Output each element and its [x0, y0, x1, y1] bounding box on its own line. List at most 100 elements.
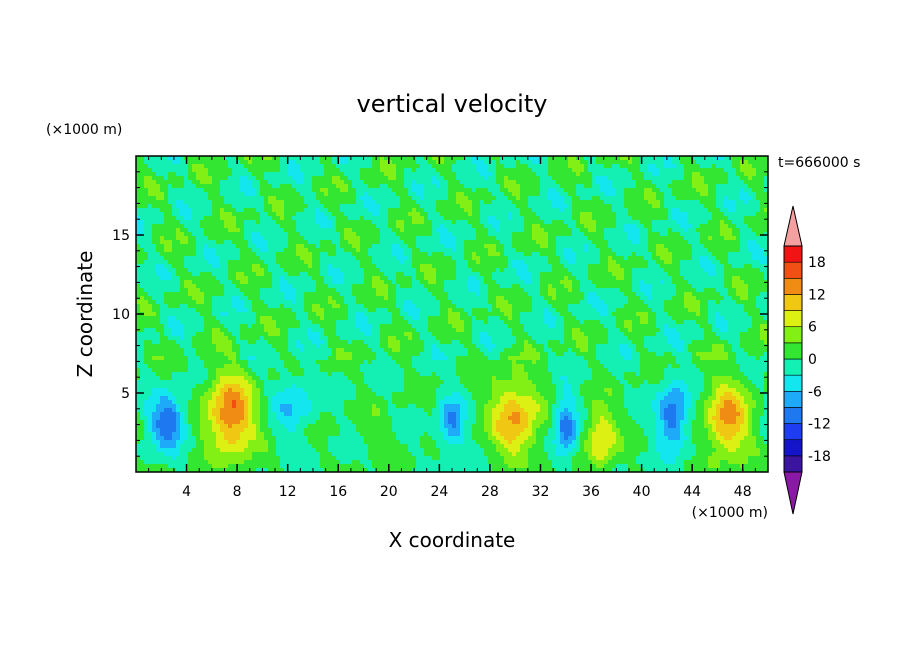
- field-cell: [760, 292, 768, 297]
- field-cell: [620, 352, 632, 357]
- field-cell: [584, 400, 592, 405]
- field-cell: [712, 348, 724, 353]
- field-cell: [712, 344, 724, 349]
- field-cell: [516, 160, 520, 165]
- field-cell: [764, 276, 768, 281]
- field-cell: [416, 180, 432, 185]
- field-cell: [268, 180, 296, 185]
- field-cell: [600, 256, 608, 261]
- field-cell: [676, 424, 680, 429]
- field-cell: [432, 180, 440, 185]
- field-cell: [528, 332, 564, 337]
- field-cell: [296, 228, 336, 233]
- field-cell: [328, 356, 336, 361]
- field-cell: [704, 372, 744, 377]
- field-cell: [204, 328, 212, 333]
- field-cell: [764, 396, 768, 401]
- field-cell: [320, 244, 336, 249]
- field-cell: [136, 468, 176, 472]
- field-cell: [140, 372, 156, 377]
- field-cell: [744, 464, 768, 469]
- field-cell: [464, 432, 472, 437]
- field-cell: [532, 232, 548, 237]
- field-cell: [560, 428, 572, 433]
- field-cell: [152, 428, 160, 433]
- field-cell: [432, 348, 440, 353]
- field-cell: [252, 240, 268, 245]
- field-cell: [424, 276, 436, 281]
- field-cell: [232, 348, 240, 353]
- field-cell: [524, 440, 536, 445]
- field-cell: [204, 392, 212, 397]
- field-cell: [700, 392, 712, 397]
- field-cell: [612, 184, 636, 189]
- field-cell: [664, 412, 676, 417]
- field-cell: [308, 424, 340, 429]
- field-cell: [136, 216, 140, 221]
- field-cell: [516, 248, 556, 253]
- field-cell: [136, 408, 144, 413]
- field-cell: [144, 180, 156, 185]
- field-cell: [252, 156, 264, 161]
- field-cell: [760, 448, 768, 453]
- field-cell: [548, 340, 560, 345]
- field-cell: [352, 460, 360, 465]
- field-cell: [556, 416, 560, 421]
- field-cell: [216, 436, 224, 441]
- field-cell: [576, 224, 584, 229]
- field-cell: [452, 256, 464, 261]
- field-cell: [640, 296, 648, 301]
- field-cell: [424, 452, 440, 457]
- field-cell: [724, 296, 732, 301]
- field-cell: [340, 268, 364, 273]
- field-cell: [756, 212, 768, 217]
- field-cell: [600, 260, 608, 265]
- field-cell: [164, 356, 188, 361]
- field-cell: [580, 328, 608, 333]
- field-cell: [376, 352, 388, 357]
- field-cell: [136, 288, 144, 293]
- field-cell: [240, 392, 244, 397]
- field-cell: [540, 160, 548, 165]
- field-cell: [612, 428, 620, 433]
- field-cell: [448, 428, 460, 433]
- field-cell: [296, 340, 300, 345]
- field-cell: [364, 216, 388, 221]
- field-cell: [332, 224, 336, 229]
- field-cell: [764, 440, 768, 445]
- field-cell: [300, 164, 324, 169]
- field-cell: [440, 416, 444, 421]
- field-cell: [352, 352, 376, 357]
- field-cell: [260, 248, 268, 253]
- field-cell: [700, 304, 708, 309]
- field-cell: [392, 316, 404, 321]
- field-cell: [248, 276, 272, 281]
- field-cell: [164, 176, 168, 181]
- field-cell: [720, 336, 740, 341]
- field-cell: [664, 196, 676, 201]
- field-cell: [328, 344, 368, 349]
- field-cell: [716, 164, 732, 169]
- field-cell: [204, 316, 216, 321]
- field-cell: [232, 388, 244, 393]
- field-cell: [564, 208, 572, 213]
- field-cell: [476, 440, 492, 445]
- field-cell: [536, 172, 548, 177]
- field-cell: [748, 296, 756, 301]
- field-cell: [300, 416, 320, 421]
- field-cell: [260, 256, 276, 261]
- field-cell: [224, 288, 240, 293]
- field-cell: [180, 420, 184, 425]
- field-cell: [696, 160, 732, 165]
- field-cell: [376, 468, 412, 472]
- field-cell: [528, 156, 540, 161]
- field-cell: [176, 456, 188, 461]
- field-cell: [536, 436, 544, 441]
- field-cell: [272, 404, 280, 409]
- field-cell: [192, 336, 212, 341]
- field-cell: [304, 236, 340, 241]
- field-cell: [356, 316, 368, 321]
- field-cell: [616, 192, 624, 197]
- field-cell: [716, 196, 724, 201]
- field-cell: [388, 404, 396, 409]
